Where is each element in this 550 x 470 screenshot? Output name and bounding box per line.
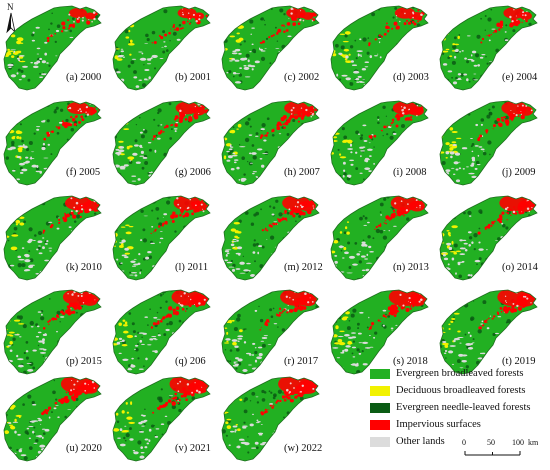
panel-label: (r) 2017 <box>284 356 319 367</box>
region-map <box>112 100 211 186</box>
panel-label: (v) 2021 <box>175 443 211 454</box>
region-map <box>330 289 429 375</box>
panel-label: (i) 2008 <box>393 167 427 178</box>
region-map <box>439 289 538 375</box>
panel-label: (h) 2007 <box>284 167 320 178</box>
legend-item-evergreen-broadleaved: Evergreen broadleaved forests <box>370 368 550 380</box>
north-arrow: N <box>4 2 18 36</box>
panel-label: (d) 2003 <box>393 72 429 83</box>
panel-label: (c) 2002 <box>284 72 320 83</box>
region-map <box>3 100 102 186</box>
legend-swatch <box>370 437 390 447</box>
region-map <box>221 376 320 462</box>
region-map <box>330 195 429 281</box>
region-map <box>112 195 211 281</box>
legend-label: Other lands <box>396 436 445 447</box>
north-arrow-icon <box>6 12 16 34</box>
panel-label: (l) 2011 <box>175 262 209 273</box>
scale-bar-line <box>464 451 521 456</box>
legend-item-impervious-surfaces: Impervious surfaces <box>370 419 550 431</box>
panel-label: (w) 2022 <box>284 443 323 454</box>
region-map <box>439 100 538 186</box>
region-map <box>330 100 429 186</box>
north-arrow-letter: N <box>7 2 14 12</box>
panel-label: (k) 2010 <box>66 262 102 273</box>
legend-item-deciduous-broadleaved: Deciduous broadleaved forests <box>370 385 550 397</box>
region-map <box>112 289 211 375</box>
panel-label: (f) 2005 <box>66 167 101 178</box>
region-map <box>3 376 102 462</box>
panel-label: (s) 2018 <box>393 356 428 367</box>
scale-tick-50: 50 <box>487 438 495 447</box>
legend-swatch <box>370 369 390 379</box>
region-map <box>112 376 211 462</box>
scale-tick-100: 100 <box>512 438 524 447</box>
region-map <box>3 195 102 281</box>
region-map <box>439 5 538 91</box>
legend-label: Impervious surfaces <box>396 419 481 430</box>
scale-tick-0: 0 <box>462 438 466 447</box>
panel-label: (e) 2004 <box>502 72 538 83</box>
legend-swatch <box>370 386 390 396</box>
legend-label: Deciduous broadleaved forests <box>396 385 526 396</box>
panel-label: (t) 2019 <box>502 356 536 367</box>
region-map <box>221 289 320 375</box>
region-map <box>3 5 102 91</box>
panel-label: (u) 2020 <box>66 443 102 454</box>
region-map <box>221 100 320 186</box>
panel-label: (q) 206 <box>175 356 206 367</box>
panel-label: (m) 2012 <box>284 262 323 273</box>
region-map <box>3 289 102 375</box>
legend-swatch <box>370 403 390 413</box>
scale-bar: 0 50 100 km <box>460 438 550 462</box>
legend-item-evergreen-needle-leaved: Evergreen needle-leaved forests <box>370 402 550 414</box>
panel-label: (n) 2013 <box>393 262 429 273</box>
legend-label: Evergreen needle-leaved forests <box>396 402 531 413</box>
panel-label: (b) 2001 <box>175 72 211 83</box>
legend-label: Evergreen broadleaved forests <box>396 368 524 379</box>
panel-label: (g) 2006 <box>175 167 211 178</box>
panel-label: (j) 2009 <box>502 167 536 178</box>
region-map <box>221 5 320 91</box>
scale-unit: km <box>528 438 539 447</box>
region-map <box>330 5 429 91</box>
region-map <box>439 195 538 281</box>
panel-label: (o) 2014 <box>502 262 538 273</box>
legend-item-other-lands: Other lands <box>370 436 550 448</box>
panel-label: (a) 2000 <box>66 72 102 83</box>
region-map <box>221 195 320 281</box>
legend-swatch <box>370 420 390 430</box>
panel-label: (p) 2015 <box>66 356 102 367</box>
region-map <box>112 5 211 91</box>
